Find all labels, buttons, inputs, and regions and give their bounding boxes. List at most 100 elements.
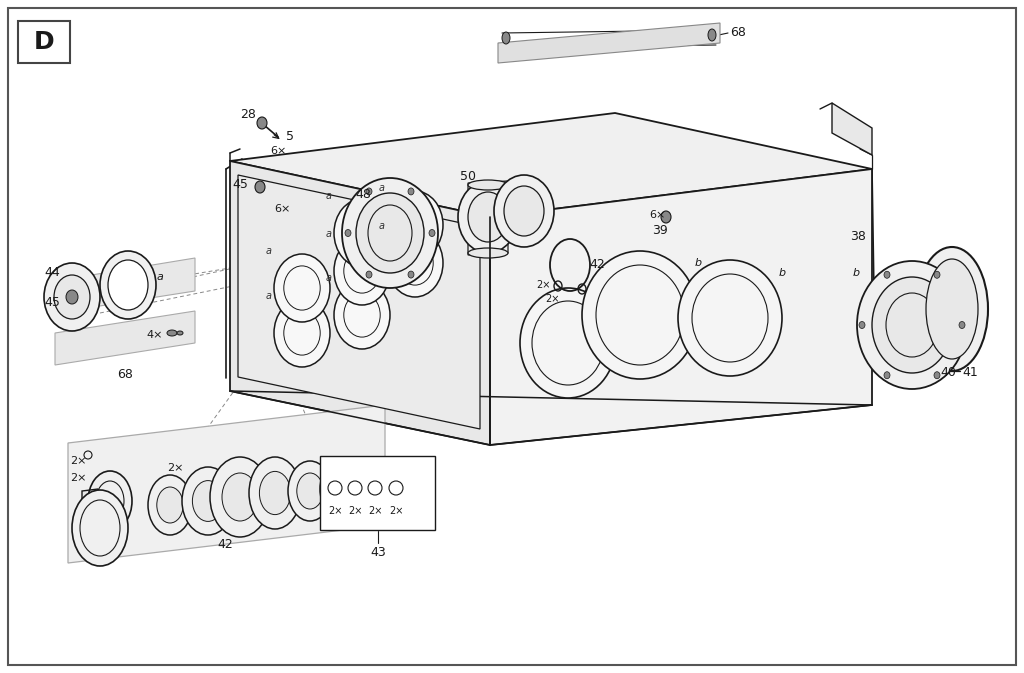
Ellipse shape <box>148 475 193 535</box>
Text: 44: 44 <box>44 267 59 279</box>
Text: a: a <box>326 191 332 201</box>
Text: 2×: 2× <box>70 456 86 466</box>
Ellipse shape <box>366 188 372 195</box>
Ellipse shape <box>859 322 865 328</box>
Ellipse shape <box>926 259 978 359</box>
Ellipse shape <box>334 199 390 267</box>
Text: 28: 28 <box>240 108 256 122</box>
Ellipse shape <box>502 32 510 44</box>
Text: 45: 45 <box>44 297 60 310</box>
Polygon shape <box>468 181 508 255</box>
Ellipse shape <box>884 271 890 278</box>
Ellipse shape <box>520 288 616 398</box>
Text: 42: 42 <box>217 538 232 551</box>
Text: a: a <box>326 273 332 283</box>
Ellipse shape <box>319 459 364 519</box>
Ellipse shape <box>582 251 698 379</box>
Text: 2×: 2× <box>536 280 550 290</box>
Ellipse shape <box>934 371 940 379</box>
Ellipse shape <box>857 261 967 389</box>
Polygon shape <box>238 175 480 429</box>
Text: 2×: 2× <box>368 506 382 516</box>
Polygon shape <box>68 405 385 563</box>
Ellipse shape <box>345 229 351 236</box>
Ellipse shape <box>458 181 518 253</box>
Ellipse shape <box>872 277 952 373</box>
Ellipse shape <box>193 481 223 522</box>
Ellipse shape <box>157 487 183 523</box>
Text: a: a <box>379 183 385 193</box>
Polygon shape <box>55 311 195 365</box>
Text: a: a <box>157 272 164 282</box>
Polygon shape <box>230 161 490 445</box>
Ellipse shape <box>708 29 716 41</box>
Bar <box>18 21 70 63</box>
Text: 2×: 2× <box>328 506 342 516</box>
Text: 40: 40 <box>940 367 956 380</box>
Ellipse shape <box>366 271 372 278</box>
Ellipse shape <box>288 461 332 521</box>
Polygon shape <box>55 258 195 313</box>
Bar <box>319 456 435 530</box>
Text: a: a <box>266 291 272 301</box>
Ellipse shape <box>959 322 965 328</box>
Polygon shape <box>498 23 720 63</box>
Text: 38: 38 <box>850 229 866 242</box>
Ellipse shape <box>429 229 435 236</box>
Text: b: b <box>778 268 785 278</box>
Text: 42: 42 <box>589 258 605 271</box>
Text: 2×: 2× <box>348 506 362 516</box>
Ellipse shape <box>255 181 265 193</box>
Text: 6×: 6× <box>269 146 286 156</box>
Ellipse shape <box>44 263 100 331</box>
Ellipse shape <box>504 186 544 236</box>
Ellipse shape <box>609 320 615 326</box>
Ellipse shape <box>274 299 330 367</box>
Ellipse shape <box>72 490 128 566</box>
Text: 6×: 6× <box>273 204 290 214</box>
Ellipse shape <box>468 180 508 190</box>
Polygon shape <box>831 103 872 155</box>
Text: D: D <box>34 30 54 54</box>
Ellipse shape <box>257 117 267 129</box>
Polygon shape <box>82 489 98 513</box>
Ellipse shape <box>334 281 390 349</box>
Ellipse shape <box>387 229 443 297</box>
Ellipse shape <box>54 275 90 319</box>
Ellipse shape <box>66 290 78 304</box>
Text: 4×: 4× <box>146 330 163 340</box>
Ellipse shape <box>177 331 183 335</box>
Text: 41: 41 <box>963 367 978 380</box>
Ellipse shape <box>408 188 414 195</box>
Text: 43: 43 <box>370 546 386 559</box>
Ellipse shape <box>468 248 508 258</box>
Ellipse shape <box>274 254 330 322</box>
Ellipse shape <box>108 260 148 310</box>
Ellipse shape <box>167 330 177 336</box>
Ellipse shape <box>259 471 291 515</box>
Text: 45: 45 <box>232 178 248 192</box>
Text: 2×: 2× <box>545 294 559 304</box>
Ellipse shape <box>468 192 508 242</box>
Polygon shape <box>230 113 872 217</box>
Ellipse shape <box>297 473 324 509</box>
Text: 2×: 2× <box>70 473 86 483</box>
Text: 68: 68 <box>117 369 133 382</box>
Ellipse shape <box>916 247 988 371</box>
Text: 50: 50 <box>460 170 476 182</box>
Text: 39: 39 <box>652 225 668 238</box>
Ellipse shape <box>408 271 414 278</box>
Text: b: b <box>694 258 701 268</box>
Ellipse shape <box>182 467 234 535</box>
Ellipse shape <box>100 251 156 319</box>
Ellipse shape <box>210 457 270 537</box>
Text: 6×: 6× <box>649 210 666 220</box>
Ellipse shape <box>222 473 258 521</box>
Text: a: a <box>266 246 272 256</box>
Polygon shape <box>490 169 872 445</box>
Ellipse shape <box>662 211 671 223</box>
Ellipse shape <box>387 191 443 259</box>
Ellipse shape <box>678 260 782 376</box>
Ellipse shape <box>934 271 940 278</box>
Ellipse shape <box>884 371 890 379</box>
